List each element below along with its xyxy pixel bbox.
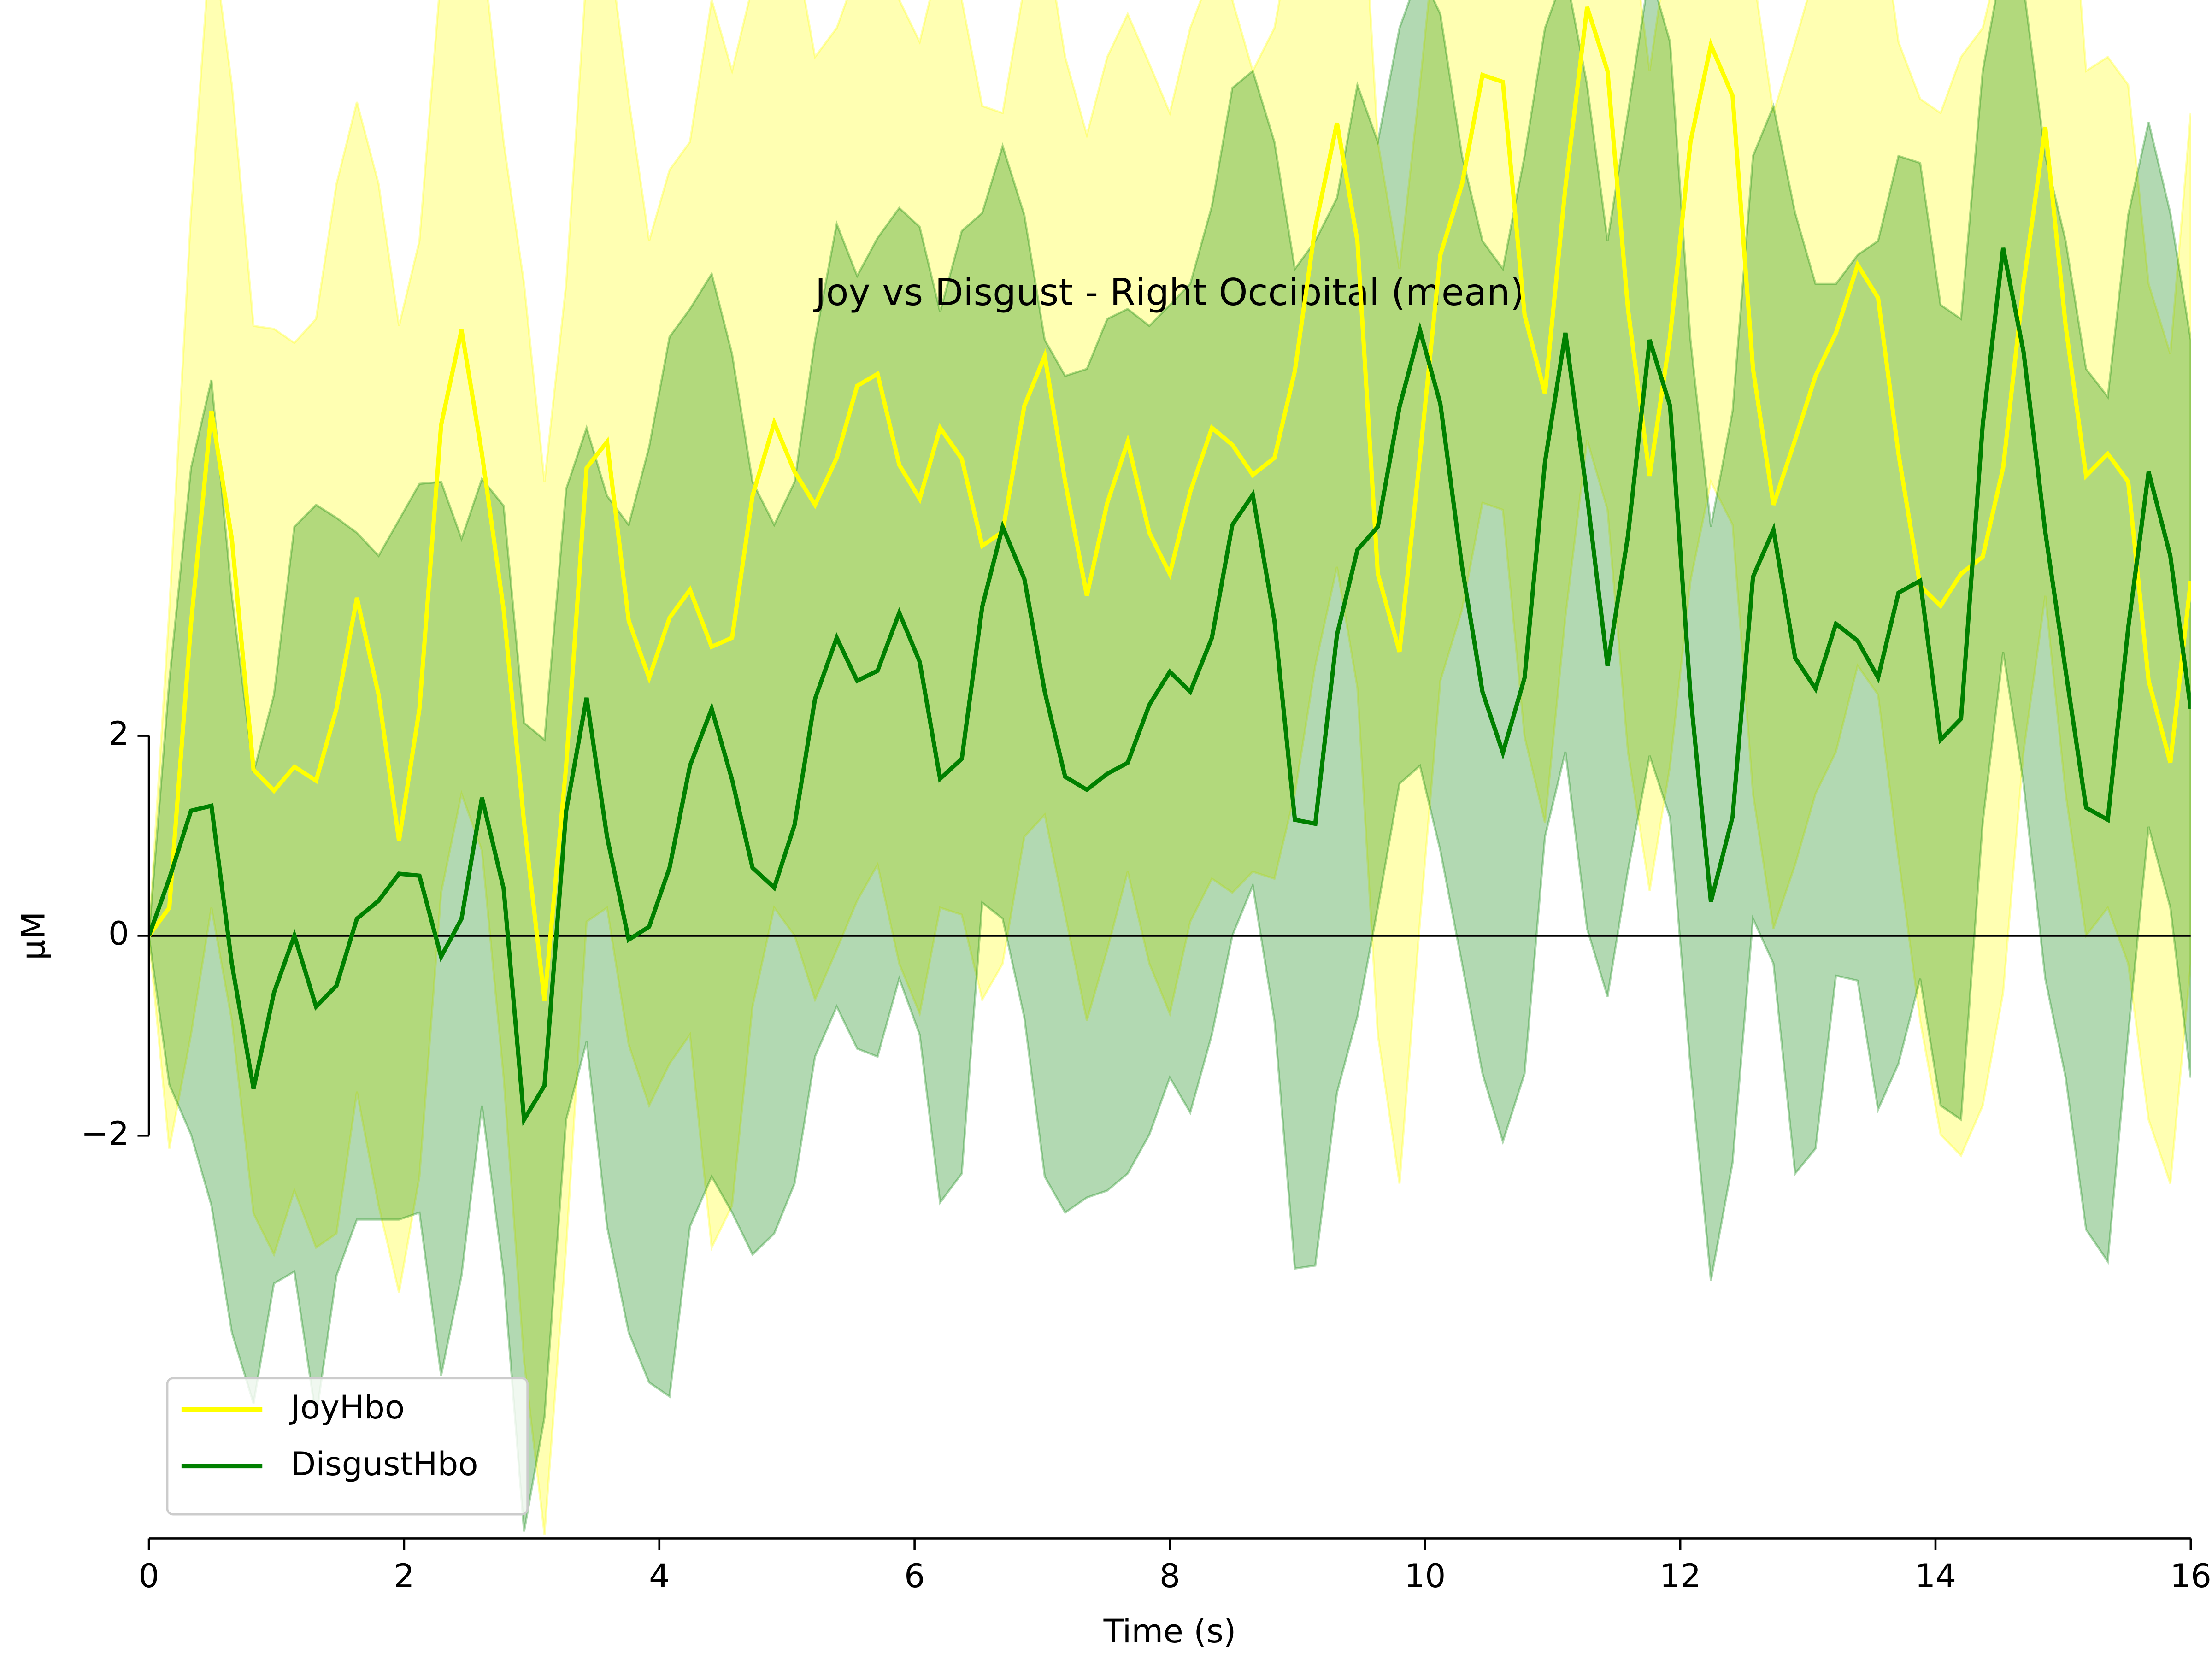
x-tick-label: 6 [904,1557,925,1595]
y-tick-label: 0 [108,914,129,953]
legend: JoyHbo DisgustHbo [166,1377,529,1516]
lines [149,6,2191,1127]
y-tick-label: −2 [81,1114,129,1153]
x-tick-label: 12 [1659,1557,1701,1595]
bands [149,0,2191,1535]
x-tick-label: 16 [2170,1557,2212,1595]
x-tick-label: 4 [649,1557,670,1595]
legend-label: JoyHbo [289,1388,405,1426]
legend-box [166,1377,529,1516]
x-tick-label: 14 [1915,1557,1956,1595]
series-line [149,6,2191,1001]
y-tick-label: 2 [108,714,129,753]
confidence-band [149,0,2191,1532]
axes: 0 2 4 6 8 10 12 14 16 −2 0 2 JoyHbo DisgustHbo [81,714,2212,1595]
series-line [149,247,2191,1127]
x-tick-label: 2 [394,1557,414,1595]
legend-label: DisgustHbo [291,1445,478,1483]
confidence-band [149,0,2191,1535]
chart-title: Joy vs Disgust - Right Occipital (mean) [813,271,1524,314]
x-tick-label: 0 [139,1557,159,1595]
x-tick-label: 8 [1159,1557,1180,1595]
x-axis-label: Time (s) [1103,1612,1236,1650]
y-axis-label: µM [14,912,52,960]
x-tick-label: 10 [1404,1557,1446,1595]
